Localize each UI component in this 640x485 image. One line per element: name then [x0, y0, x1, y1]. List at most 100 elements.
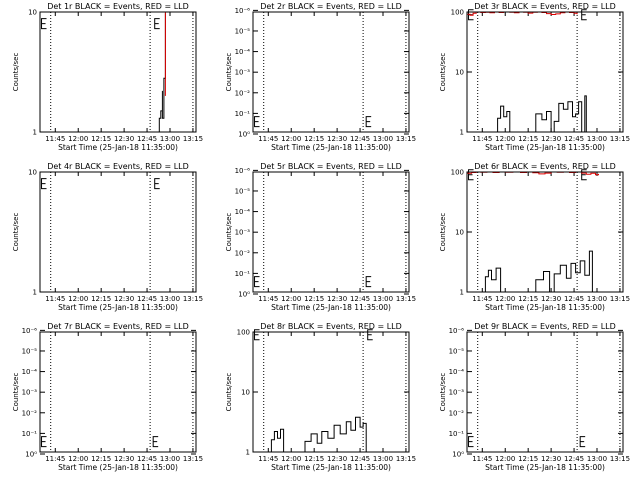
y-tick-label: 10⁻⁵ — [235, 187, 251, 195]
y-tick-label: 10⁻¹ — [235, 110, 251, 118]
y-tick-label: 10 — [28, 169, 37, 177]
y-tick-label: 10⁻¹ — [22, 430, 38, 438]
y-axis-label: Counts/sec — [225, 373, 233, 412]
e-mark — [154, 18, 160, 30]
x-tick-label: 13:15 — [396, 135, 416, 143]
x-tick-label: 12:45 — [350, 135, 370, 143]
y-tick-label: 10⁻⁶ — [22, 327, 38, 335]
y-tick-label: 10⁻⁵ — [235, 27, 251, 35]
y-tick-label: 10⁻⁵ — [449, 347, 465, 355]
y-axis-label: Counts/sec — [12, 373, 20, 412]
data-series-line — [268, 416, 367, 453]
x-tick-label: 12:30 — [327, 455, 347, 463]
e-mark — [41, 436, 47, 448]
plot-frame — [252, 331, 410, 453]
x-tick-label: 12:45 — [137, 455, 157, 463]
x-tick-label: 13:00 — [160, 295, 180, 303]
x-tick-label: 12:30 — [541, 135, 561, 143]
y-tick-label: 10⁻² — [235, 89, 251, 97]
e-mark — [367, 329, 373, 341]
e-mark — [468, 169, 474, 181]
e-mark — [41, 178, 47, 190]
x-tick-label: 11:45 — [45, 295, 65, 303]
y-tick-label: 10⁻³ — [22, 389, 38, 397]
x-axis-label: Start Time (25-Jan-18 11:35:00) — [58, 143, 178, 152]
y-tick-label: 10⁰ — [238, 290, 250, 298]
x-tick-label: 12:30 — [327, 295, 347, 303]
x-tick-label: 12:15 — [91, 455, 111, 463]
data-series-line — [482, 250, 593, 293]
y-tick-label: 10⁰ — [238, 130, 250, 138]
x-tick-label: 12:15 — [518, 295, 538, 303]
plot-frame — [252, 11, 410, 133]
x-tick-label: 11:45 — [472, 135, 492, 143]
e-mark — [41, 18, 47, 30]
y-tick-label: 10⁻⁴ — [22, 368, 38, 376]
e-mark — [579, 436, 586, 448]
chart-panel: Det 9r BLACK = Events, RED = LLD 11:45 12:… — [439, 322, 630, 472]
e-mark — [468, 436, 474, 448]
chart-title: Det 8r BLACK = Events, RED = LLD — [260, 322, 402, 331]
x-tick-label: 11:45 — [45, 455, 65, 463]
x-tick-label: 12:45 — [137, 295, 157, 303]
x-tick-label: 12:15 — [304, 135, 324, 143]
chart-title: Det 2r BLACK = Events, RED = LLD — [260, 2, 402, 11]
x-axis-label: Start Time (25-Jan-18 11:35:00) — [271, 463, 391, 472]
x-tick-label: 12:15 — [518, 455, 538, 463]
x-tick-label: 11:45 — [45, 135, 65, 143]
x-tick-label: 11:45 — [258, 295, 278, 303]
chart-title: Det 1r BLACK = Events, RED = LLD — [47, 2, 189, 11]
e-mark — [154, 178, 160, 190]
x-tick-label: 13:00 — [160, 135, 180, 143]
e-mark — [254, 329, 260, 341]
y-tick-label: 10⁻⁶ — [235, 7, 251, 15]
plot-frame — [39, 11, 197, 133]
y-tick-label: 100 — [451, 169, 464, 177]
x-axis-label: Start Time (25-Jan-18 11:35:00) — [271, 143, 391, 152]
y-axis-label: Counts/sec — [225, 213, 233, 252]
y-axis-label: Counts/sec — [12, 53, 20, 92]
y-tick-label: 10⁻¹ — [235, 270, 251, 278]
plot-frame — [466, 171, 624, 293]
y-tick-label: 10⁻³ — [449, 389, 465, 397]
chart-title: Det 5r BLACK = Events, RED = LLD — [260, 162, 402, 171]
x-tick-label: 12:45 — [350, 455, 370, 463]
x-tick-label: 12:45 — [137, 135, 157, 143]
chart-title: Det 7r BLACK = Events, RED = LLD — [47, 322, 189, 331]
chart-panel: Det 7r BLACK = Events, RED = LLD 11:45 12:… — [12, 322, 203, 472]
chart-title: Det 9r BLACK = Events, RED = LLD — [474, 322, 616, 331]
y-tick-label: 1 — [246, 449, 250, 457]
x-tick-label: 12:15 — [91, 295, 111, 303]
e-mark — [581, 9, 587, 21]
y-tick-label: 10⁻¹ — [449, 430, 465, 438]
y-tick-label: 100 — [237, 329, 250, 337]
x-tick-label: 11:45 — [472, 455, 492, 463]
x-tick-label: 12:30 — [541, 455, 561, 463]
e-mark — [365, 276, 372, 288]
x-tick-label: 12:30 — [114, 455, 134, 463]
x-tick-label: 12:15 — [304, 295, 324, 303]
x-tick-label: 12:00 — [68, 135, 88, 143]
x-tick-label: 13:15 — [396, 455, 416, 463]
x-tick-label: 13:15 — [396, 295, 416, 303]
chart-panel: Det 8r BLACK = Events, RED = LLD 11:45 12:… — [225, 322, 416, 472]
e-mark — [254, 276, 260, 288]
y-tick-label: 10⁻² — [22, 409, 38, 417]
y-tick-label: 1 — [33, 289, 37, 297]
y-tick-label: 10 — [455, 229, 464, 237]
x-tick-label: 13:00 — [373, 455, 393, 463]
x-tick-label: 13:15 — [610, 295, 630, 303]
x-tick-label: 13:15 — [183, 135, 203, 143]
y-tick-label: 1 — [33, 129, 37, 137]
x-tick-label: 11:45 — [258, 455, 278, 463]
x-axis-label: Start Time (25-Jan-18 11:35:00) — [271, 303, 391, 312]
y-axis-label: Counts/sec — [225, 53, 233, 92]
y-tick-label: 1 — [460, 289, 464, 297]
plot-frame — [252, 171, 410, 293]
e-mark — [254, 116, 260, 128]
chart-title: Det 6r BLACK = Events, RED = LLD — [474, 162, 616, 171]
x-tick-label: 11:45 — [472, 295, 492, 303]
